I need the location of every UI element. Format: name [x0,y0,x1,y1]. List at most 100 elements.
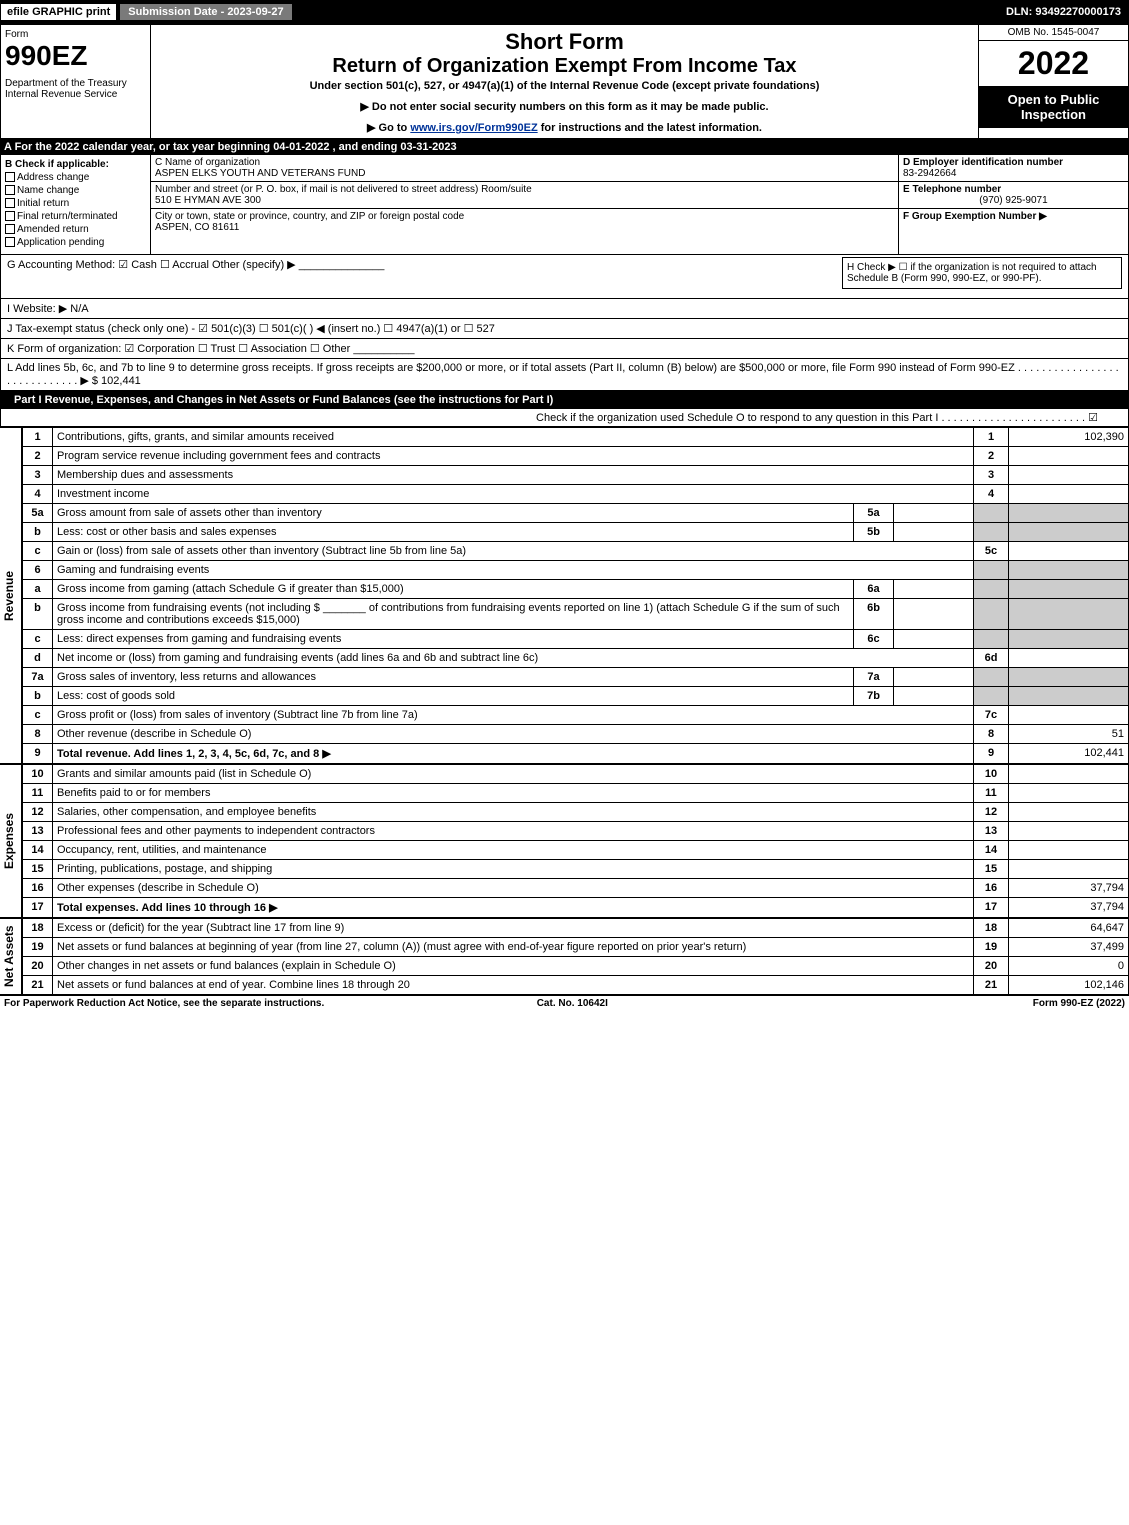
line-desc: Gross income from fundraising events (no… [53,599,854,630]
line-number: 5a [23,504,53,523]
check-name-change[interactable]: Name change [5,185,146,196]
line-midval [894,504,974,523]
line-row: bLess: cost of goods sold7b [23,687,1129,706]
line-row: 4Investment income4 [23,485,1129,504]
part-i-check: Check if the organization used Schedule … [0,409,1129,427]
line-value: 51 [1009,725,1129,744]
line-desc: Program service revenue including govern… [53,447,974,466]
line-val-shade [1009,504,1129,523]
line-row: 15Printing, publications, postage, and s… [23,860,1129,879]
form-title: Return of Organization Exempt From Incom… [155,55,974,78]
h-schedule-b: H Check ▶ ☐ if the organization is not r… [842,257,1122,289]
line-number: 15 [23,860,53,879]
line-row: 19Net assets or fund balances at beginni… [23,938,1129,957]
line-row: bGross income from fundraising events (n… [23,599,1129,630]
line-row: dNet income or (loss) from gaming and fu… [23,649,1129,668]
line-rn-shade [974,630,1009,649]
irs-link[interactable]: www.irs.gov/Form990EZ [410,122,537,134]
line-midval [894,523,974,542]
line-row: 12Salaries, other compensation, and empl… [23,803,1129,822]
line-rn: 7c [974,706,1009,725]
line-midnum: 6a [854,580,894,599]
c-street-label: Number and street (or P. O. box, if mail… [155,184,894,195]
line-value: 37,794 [1009,898,1129,918]
line-midval [894,630,974,649]
line-val-shade [1009,630,1129,649]
line-number: b [23,687,53,706]
line-value [1009,860,1129,879]
line-midval [894,687,974,706]
line-val-shade [1009,561,1129,580]
line-midval [894,580,974,599]
line-desc: Net assets or fund balances at beginning… [53,938,974,957]
line-rn-shade [974,580,1009,599]
line-desc: Total revenue. Add lines 1, 2, 3, 4, 5c,… [53,744,974,764]
line-value [1009,649,1129,668]
footer-right: Form 990-EZ (2022) [1033,998,1125,1009]
line-value [1009,466,1129,485]
line-desc: Gross profit or (loss) from sales of inv… [53,706,974,725]
line-number: 21 [23,976,53,995]
line-rn-shade [974,523,1009,542]
line-rn: 4 [974,485,1009,504]
line-val-shade [1009,580,1129,599]
line-value [1009,841,1129,860]
line-desc: Gross amount from sale of assets other t… [53,504,854,523]
line-desc: Professional fees and other payments to … [53,822,974,841]
line-number: 17 [23,898,53,918]
line-desc: Less: cost or other basis and sales expe… [53,523,854,542]
line-row: 5aGross amount from sale of assets other… [23,504,1129,523]
line-rn-shade [974,687,1009,706]
line-desc: Contributions, gifts, grants, and simila… [53,428,974,447]
line-number: 9 [23,744,53,764]
check-final-return[interactable]: Final return/terminated [5,211,146,222]
info-rows: G Accounting Method: ☑ Cash ☐ Accrual Ot… [0,255,1129,391]
revenue-table: 1Contributions, gifts, grants, and simil… [22,427,1129,764]
line-rn: 5c [974,542,1009,561]
line-value [1009,765,1129,784]
line-row: 11Benefits paid to or for members11 [23,784,1129,803]
line-value: 102,441 [1009,744,1129,764]
line-rn: 8 [974,725,1009,744]
check-amended-return[interactable]: Amended return [5,224,146,235]
line-desc: Investment income [53,485,974,504]
line-number: b [23,523,53,542]
line-number: 20 [23,957,53,976]
line-rn: 18 [974,919,1009,938]
line-value: 64,647 [1009,919,1129,938]
line-desc: Occupancy, rent, utilities, and maintena… [53,841,974,860]
row-a-tax-year: A For the 2022 calendar year, or tax yea… [0,139,1129,155]
line-row: cGain or (loss) from sale of assets othe… [23,542,1129,561]
line-number: d [23,649,53,668]
line-number: 7a [23,668,53,687]
line-number: c [23,706,53,725]
open-to-public: Open to Public Inspection [979,86,1128,128]
check-application-pending[interactable]: Application pending [5,237,146,248]
omb-number: OMB No. 1545-0047 [979,25,1128,41]
line-number: 16 [23,879,53,898]
dln: DLN: 93492270000173 [998,4,1129,20]
line-rn: 13 [974,822,1009,841]
line-rn: 15 [974,860,1009,879]
line-row: 17Total expenses. Add lines 10 through 1… [23,898,1129,918]
line-value [1009,822,1129,841]
line-val-shade [1009,687,1129,706]
line-number: 3 [23,466,53,485]
line-number: 10 [23,765,53,784]
line-desc: Benefits paid to or for members [53,784,974,803]
check-address-change[interactable]: Address change [5,172,146,183]
check-initial-return[interactable]: Initial return [5,198,146,209]
form-label: Form [5,29,146,40]
efile-print-button[interactable]: efile GRAPHIC print [0,3,117,21]
line-desc: Net assets or fund balances at end of ye… [53,976,974,995]
footer-left: For Paperwork Reduction Act Notice, see … [4,998,324,1009]
line-desc: Net income or (loss) from gaming and fun… [53,649,974,668]
line-value [1009,803,1129,822]
line-rn: 6d [974,649,1009,668]
line-desc: Excess or (deficit) for the year (Subtra… [53,919,974,938]
line-midval [894,668,974,687]
g-accounting-method: G Accounting Method: ☑ Cash ☐ Accrual Ot… [7,259,384,271]
line-row: 1Contributions, gifts, grants, and simil… [23,428,1129,447]
line-number: 1 [23,428,53,447]
line-desc: Printing, publications, postage, and shi… [53,860,974,879]
